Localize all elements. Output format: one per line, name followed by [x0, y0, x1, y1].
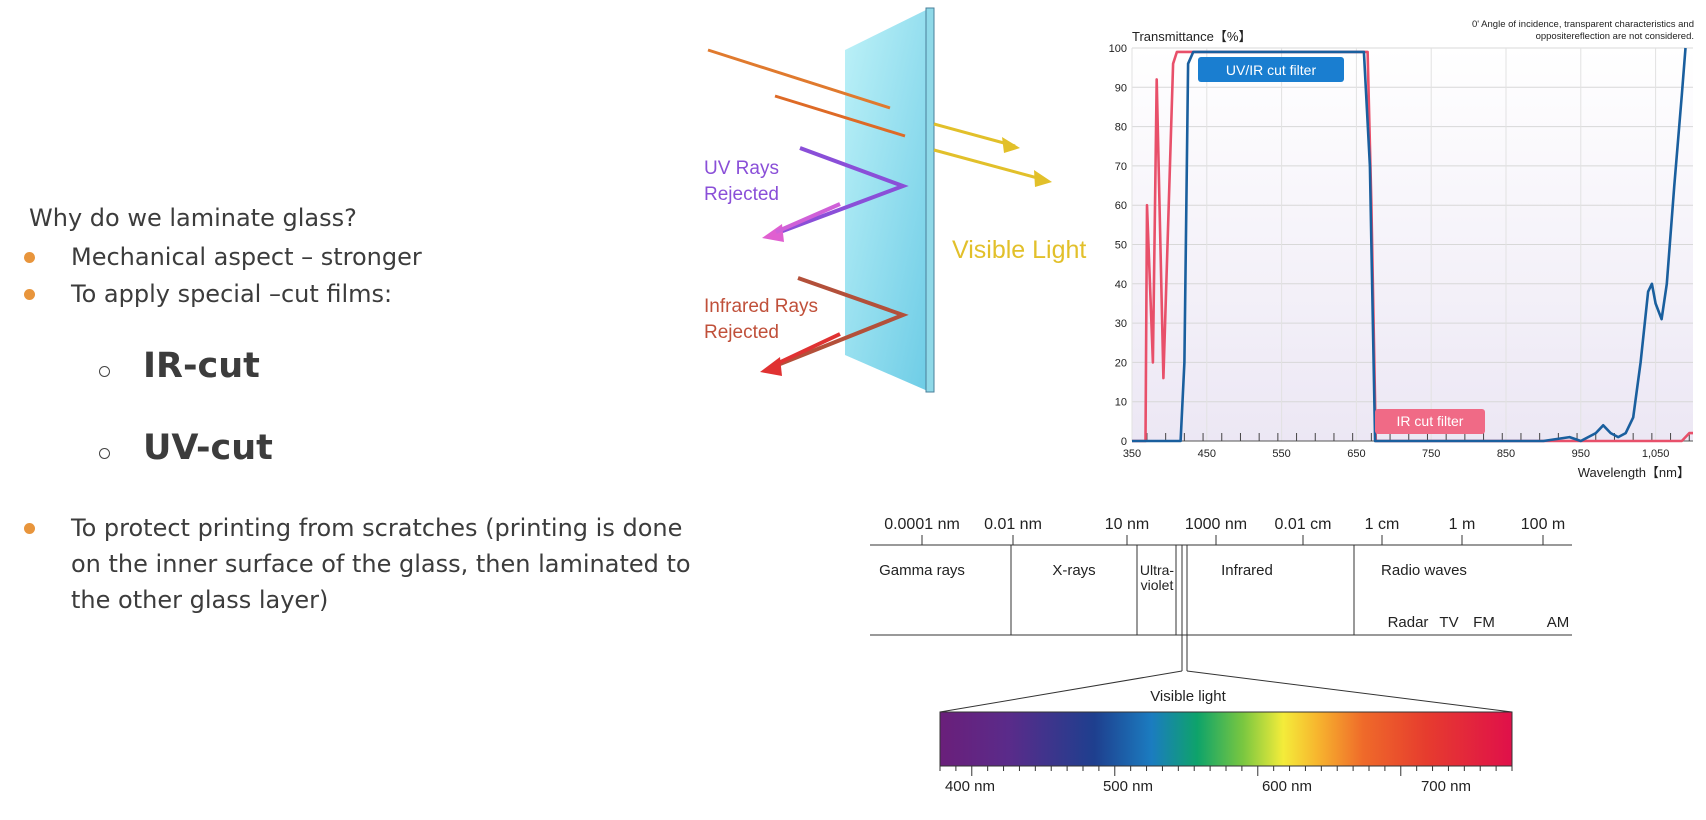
band-uv-line1: Ultra-: [1140, 562, 1175, 578]
visible-spectrum-bar: [939, 711, 1513, 767]
radio-tv: TV: [1439, 614, 1458, 631]
x-tick-label: 550: [1272, 448, 1290, 460]
scale-label-4: 1000 nm: [1185, 516, 1247, 533]
transmittance-chart: 0 10 20 30 40 50 60 70 80 90 100 350 450 550 650 750 85…: [1100, 15, 1700, 485]
vis-label-400: 400 nm: [945, 778, 995, 795]
glass-edge: [925, 7, 935, 393]
vis-label-600: 600 nm: [1262, 778, 1312, 795]
subitem-uv-cut: UV-cut: [99, 428, 273, 468]
y-tick-label: 60: [1115, 200, 1127, 212]
y-tick-label: 20: [1115, 357, 1127, 369]
scale-label-1: 0.0001 nm: [884, 516, 960, 533]
visible-light-label: Visible Light: [952, 236, 1086, 264]
visible-ray-2: [933, 148, 1046, 182]
series-line-uvir: [1132, 47, 1687, 443]
visible-ray-1: [933, 122, 1016, 148]
y-tick-label: 90: [1115, 82, 1127, 94]
ir-label-line2: Rejected: [704, 322, 779, 343]
radio-radar: Radar: [1388, 614, 1429, 631]
glass-pane: [845, 8, 930, 392]
chart-note-line1: 0' Angle of incidence, transparent chara…: [1472, 19, 1694, 30]
vis-label-700: 700 nm: [1421, 778, 1471, 795]
bullet-mechanical: Mechanical aspect – stronger: [24, 239, 422, 275]
radio-fm: FM: [1473, 614, 1495, 631]
em-spectrum-diagram: 0.0001 nm 0.01 nm 10 nm 1000 nm 0.01 cm …: [860, 505, 1580, 810]
vis-label-500: 500 nm: [1103, 778, 1153, 795]
band-radio: Radio waves: [1381, 562, 1467, 579]
text-column: Why do we laminate glass? Mechanical asp…: [0, 0, 700, 820]
scale-label-7: 1 m: [1449, 516, 1476, 533]
uv-ray: [771, 146, 909, 237]
x-tick-label: 650: [1347, 448, 1365, 460]
ir-label-line1: Infrared Rays: [704, 296, 818, 317]
question-heading: Why do we laminate glass?: [29, 204, 357, 232]
x-axis-label: Wavelength【nm】: [1578, 465, 1690, 480]
band-gamma: Gamma rays: [879, 562, 965, 579]
ir-ray: [769, 276, 909, 370]
band-infrared: Infrared: [1221, 562, 1273, 579]
y-tick-label: 50: [1115, 240, 1127, 252]
y-tick-label: 30: [1115, 318, 1127, 330]
x-tick-label: 750: [1422, 448, 1440, 460]
radio-am: AM: [1547, 614, 1570, 631]
y-tick-label: 80: [1115, 122, 1127, 134]
uvir-badge: [1198, 57, 1344, 82]
ir-badge: [1375, 409, 1485, 434]
y-tick-label: 0: [1121, 436, 1127, 448]
scale-label-2: 0.01 nm: [984, 516, 1042, 533]
y-tick-label: 70: [1115, 161, 1127, 173]
x-tick-label: 950: [1572, 448, 1590, 460]
scale-label-5: 0.01 cm: [1275, 516, 1332, 533]
x-tick-label: 1,050: [1642, 448, 1670, 460]
y-tick-label: 10: [1115, 397, 1127, 409]
uvir-badge-label: UV/IR cut filter: [1226, 62, 1317, 78]
x-tick-label: 850: [1497, 448, 1515, 460]
scale-label-3: 10 nm: [1105, 516, 1149, 533]
visible-light-title: Visible light: [1150, 688, 1226, 705]
uv-label-line1: UV Rays: [704, 158, 779, 179]
ir-badge-label: IR cut filter: [1397, 413, 1464, 429]
chart-note-line2: oppositereflection are not considered.: [1536, 31, 1694, 42]
x-tick-label: 450: [1198, 448, 1216, 460]
x-tick-label: 350: [1123, 448, 1141, 460]
bullet-protect-printing: To protect printing from scratches (prin…: [24, 510, 701, 618]
band-xrays: X-rays: [1052, 562, 1095, 579]
y-tick-label: 100: [1109, 43, 1127, 55]
uv-label-line2: Rejected: [704, 184, 779, 205]
scale-label-8: 100 m: [1521, 516, 1565, 533]
y-axis-label: Transmittance【%】: [1132, 29, 1251, 44]
glass-rays-diagram: UV Rays Rejected Infrared Rays Rejected …: [690, 0, 1100, 400]
scale-label-6: 1 cm: [1365, 516, 1400, 533]
bullet-cut-films: To apply special –cut films:: [23, 276, 392, 312]
subitem-ir-cut: IR-cut: [99, 346, 260, 386]
band-uv-line2: violet: [1141, 577, 1174, 593]
y-tick-label: 40: [1115, 279, 1127, 291]
